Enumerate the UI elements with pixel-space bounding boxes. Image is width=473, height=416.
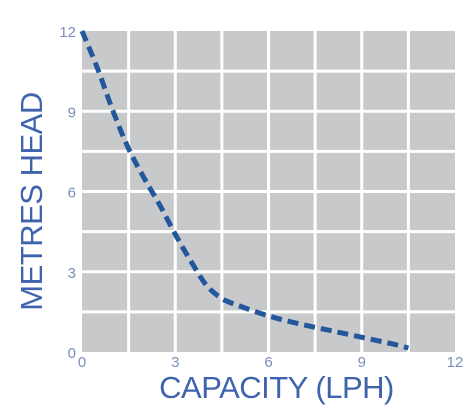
y-tick-label: 9	[68, 104, 76, 121]
x-tick-label: 12	[447, 354, 464, 371]
grid	[82, 31, 455, 352]
y-axis-title: METRES HEAD	[14, 92, 49, 310]
y-tick-label: 12	[59, 24, 76, 41]
tick-labels: 0 3 6 9 12 0 3 6 9 12	[59, 24, 463, 371]
x-axis-title: CAPACITY (LPH)	[159, 370, 394, 405]
series-layer	[79, 30, 410, 351]
y-tick-label: 3	[68, 265, 76, 282]
y-tick-label: 6	[68, 185, 76, 202]
x-tick-label: 3	[171, 354, 179, 371]
y-tick-label: 0	[68, 345, 76, 362]
x-tick-label: 6	[264, 354, 272, 371]
series-line-0	[79, 30, 410, 351]
x-tick-label: 9	[358, 354, 366, 371]
x-tick-label: 0	[78, 354, 86, 371]
